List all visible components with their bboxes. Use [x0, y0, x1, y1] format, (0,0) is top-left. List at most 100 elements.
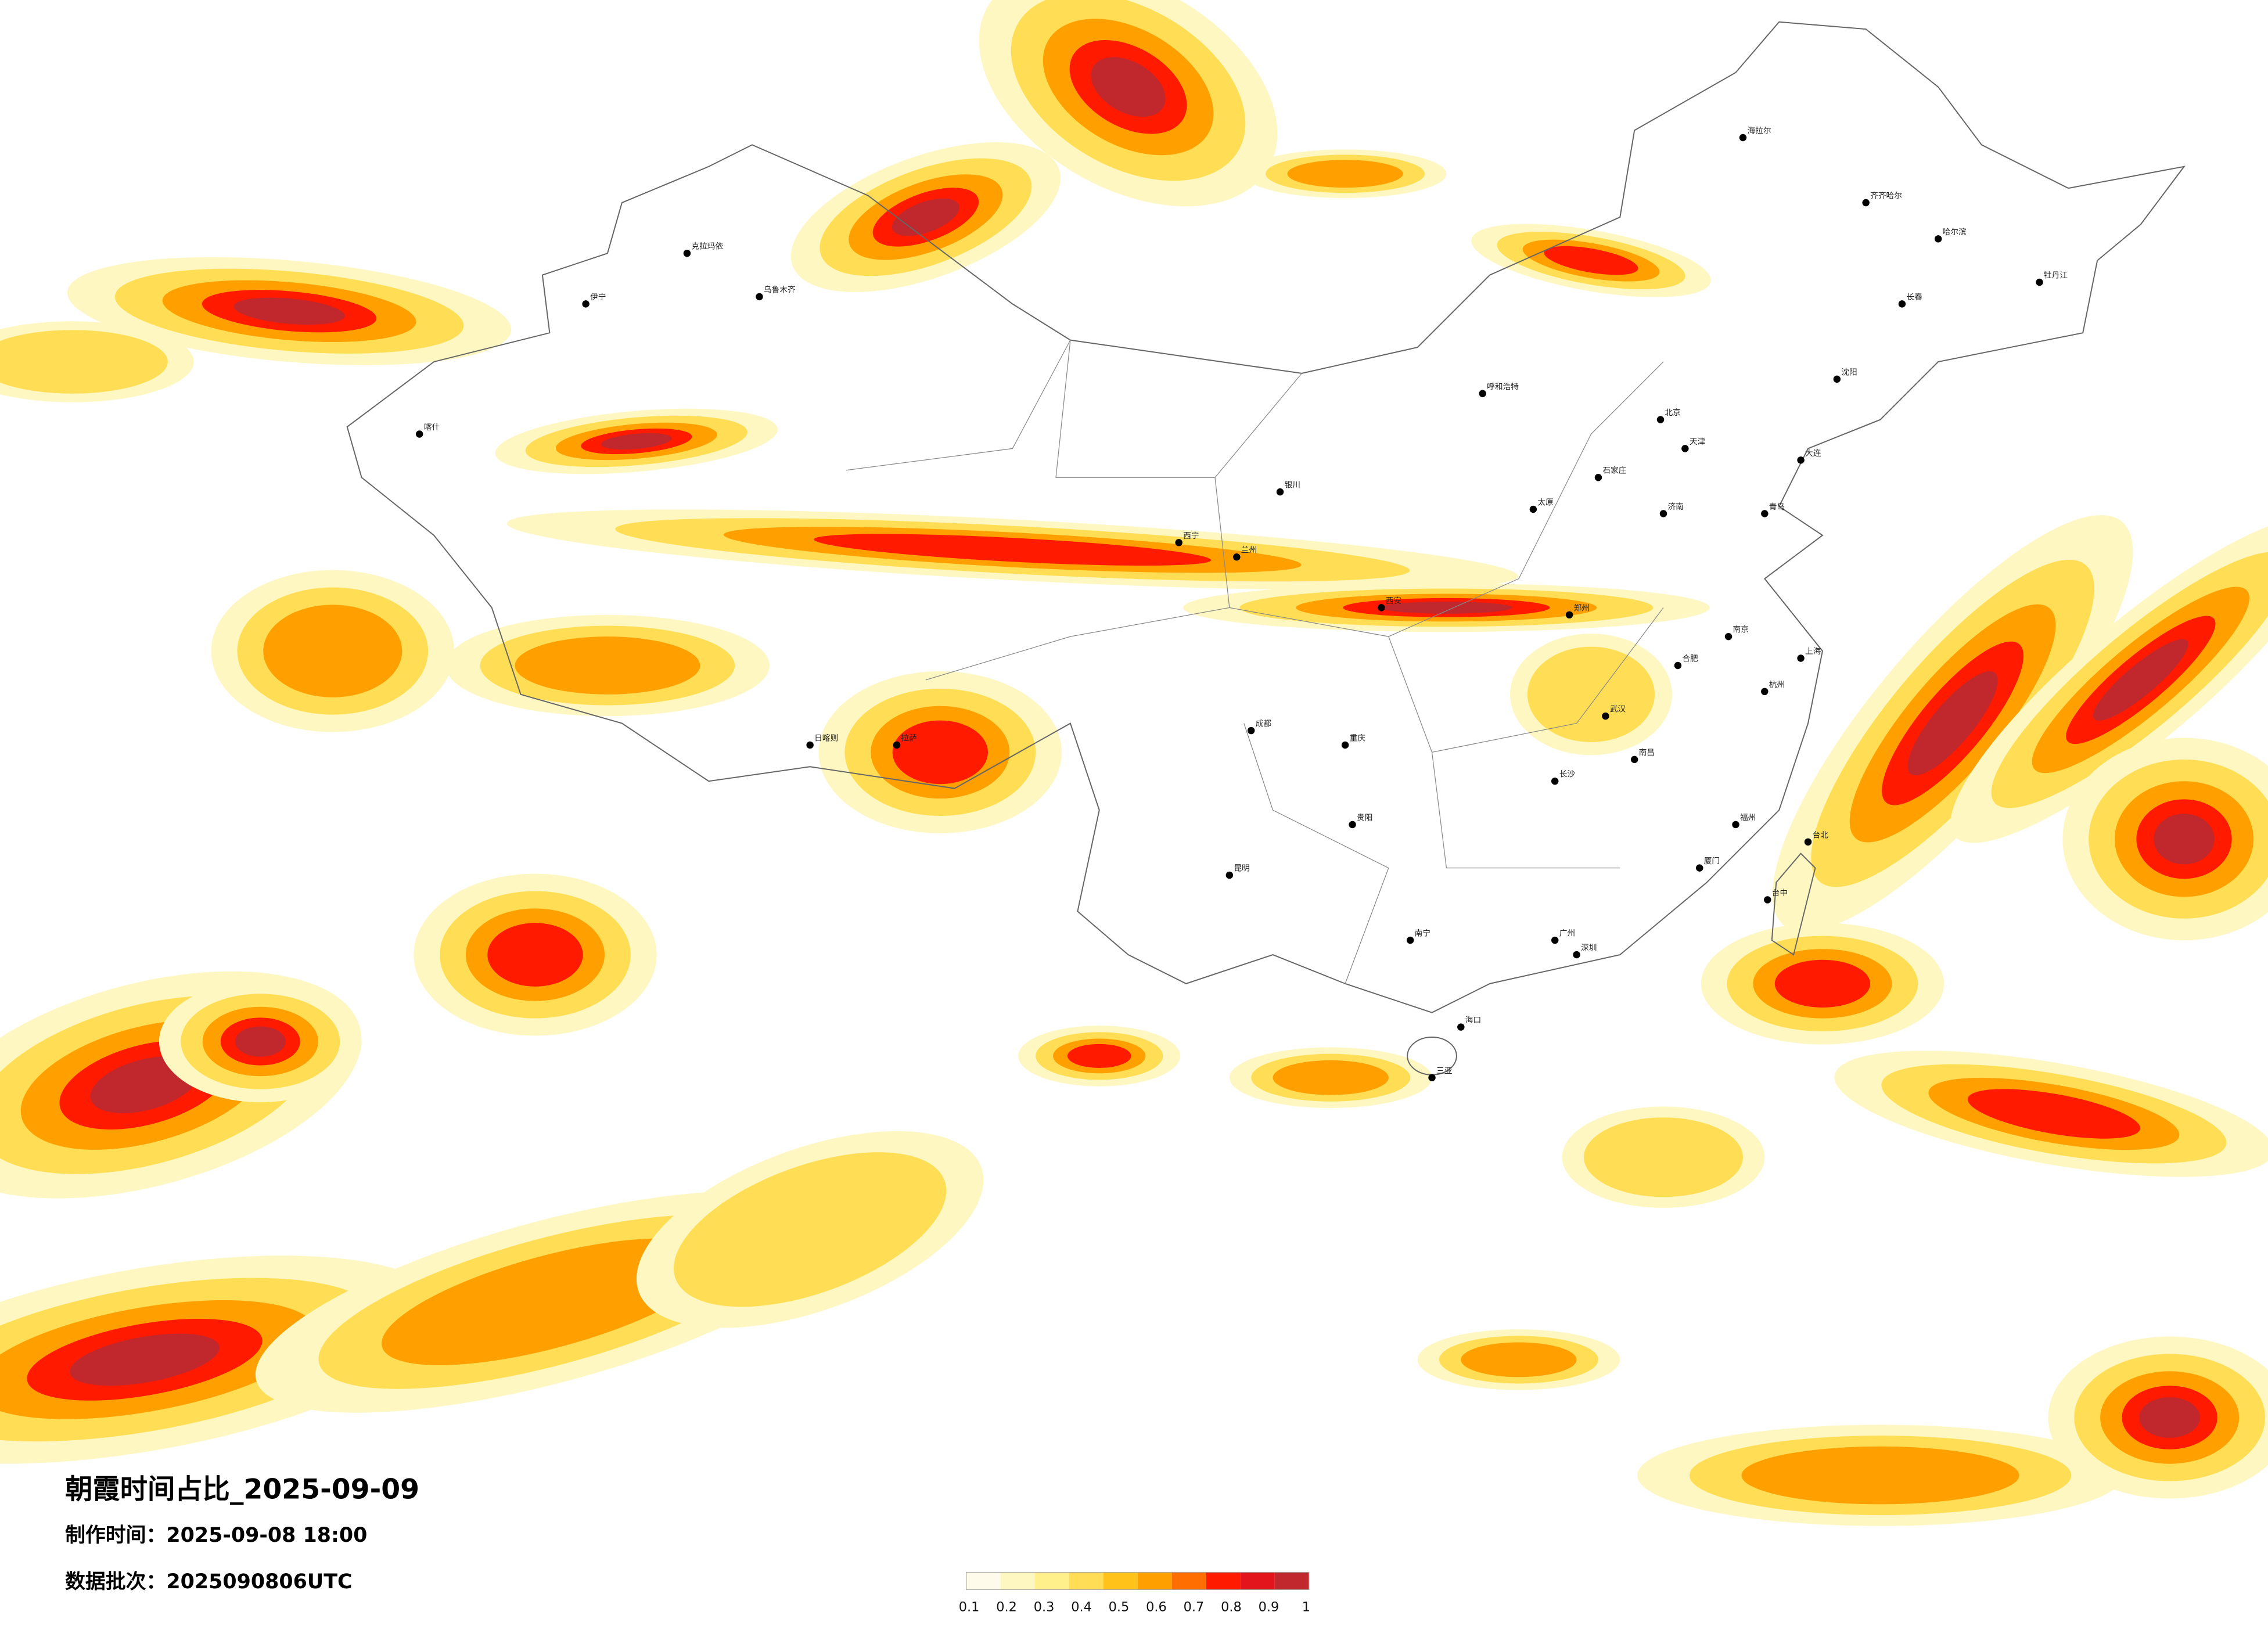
- city-label: 合肥: [1682, 654, 1698, 664]
- cloud-blob: [1091, 57, 1166, 117]
- city-label: 广州: [1559, 929, 1575, 938]
- province-border: [846, 340, 1664, 984]
- city-dot: [1247, 726, 1255, 735]
- city-label: 重庆: [1350, 733, 1366, 743]
- colorbar-tick-label: 0.9: [1259, 1600, 1279, 1615]
- city-dot: [1479, 390, 1486, 398]
- cloud-blob: [814, 534, 1212, 566]
- city-label: 拉萨: [901, 733, 917, 743]
- city-dot: [1862, 199, 1870, 207]
- cloud-blob: [2139, 1397, 2200, 1438]
- cloud-blob: [0, 330, 168, 394]
- cloud-blob: [1287, 160, 1403, 188]
- city-label: 海拉尔: [1747, 126, 1771, 135]
- cloud-blob: [1741, 1446, 2019, 1505]
- city-dot: [1551, 936, 1559, 944]
- city-label: 深圳: [1581, 944, 1597, 953]
- city-dot: [1797, 456, 1805, 464]
- city-dot: [893, 741, 901, 749]
- cloud-layer: [0, 0, 2268, 1526]
- cloud-blob: [892, 720, 988, 785]
- city-dot: [1276, 488, 1284, 496]
- city-label: 杭州: [1769, 680, 1785, 689]
- city-dot: [1573, 951, 1580, 959]
- cloud-blob: [601, 433, 672, 450]
- city-label: 银川: [1285, 481, 1300, 490]
- city-label: 大连: [1805, 449, 1821, 458]
- city-label: 喀什: [424, 423, 440, 432]
- colorbar-frame: [965, 1571, 1310, 1590]
- colorbar-swatch: [1000, 1572, 1035, 1590]
- colorbar-tick-label: 0.7: [1184, 1600, 1205, 1615]
- city-dot: [1804, 838, 1812, 846]
- city-dot: [683, 249, 691, 257]
- city-label: 福州: [1740, 813, 1756, 822]
- city-label: 克拉玛依: [691, 242, 723, 251]
- colorbar-tick-label: 0.8: [1221, 1600, 1242, 1615]
- colorbar-tick-label: 0.2: [996, 1600, 1017, 1615]
- city-label: 太原: [1537, 498, 1553, 508]
- city-label: 西宁: [1183, 531, 1199, 541]
- made-time: 制作时间：2025-09-08 18:00: [65, 1524, 367, 1547]
- city-dot: [1457, 1023, 1465, 1031]
- city-dot: [1681, 445, 1689, 452]
- city-dot: [1934, 235, 1942, 243]
- city-label: 牡丹江: [2044, 271, 2068, 280]
- city-dot: [1659, 510, 1667, 517]
- colorbar-swatch: [966, 1572, 1001, 1590]
- city-label: 上海: [1805, 647, 1821, 656]
- city-label: 台中: [1772, 888, 1788, 898]
- cloud-blob: [2093, 639, 2188, 721]
- city-dot: [1797, 654, 1805, 662]
- city-label: 南宁: [1415, 929, 1430, 938]
- data-batch: 数据批次：2025090806UTC: [65, 1570, 353, 1593]
- city-dot: [1898, 300, 1906, 308]
- city-label: 北京: [1665, 408, 1680, 418]
- city-label: 日喀则: [814, 733, 838, 743]
- colorbar-swatch: [1171, 1572, 1206, 1590]
- colorbar-swatch: [1206, 1572, 1241, 1590]
- city-label: 昆明: [1234, 864, 1249, 873]
- cloud-blob: [381, 1238, 718, 1365]
- cloud-blob: [1584, 1117, 1743, 1197]
- city-label: 厦门: [1704, 857, 1720, 866]
- city-dot: [1406, 936, 1414, 944]
- city-label: 伊宁: [590, 292, 606, 302]
- city-label: 贵阳: [1357, 813, 1372, 822]
- cloud-blob: [1461, 1342, 1577, 1377]
- city-label: 石家庄: [1602, 466, 1626, 476]
- city-label: 乌鲁木齐: [764, 285, 796, 294]
- cloud-blob: [263, 605, 402, 697]
- city-dot: [1764, 896, 1771, 904]
- cloud-blob: [1273, 1060, 1389, 1095]
- city-label: 济南: [1667, 502, 1683, 512]
- cloud-blob: [673, 1152, 947, 1307]
- colorbar-swatch: [1240, 1572, 1275, 1590]
- city-dot: [582, 300, 590, 308]
- city-dot: [1761, 688, 1769, 696]
- city-dot: [1761, 510, 1769, 517]
- city-label: 兰州: [1241, 546, 1257, 555]
- cloud-blob: [1967, 1089, 2140, 1139]
- cloud-blob: [1907, 671, 1998, 776]
- city-label: 呼和浩特: [1487, 382, 1519, 391]
- city-dot: [1739, 134, 1747, 142]
- colorbar-swatch: [1069, 1572, 1104, 1590]
- cloud-blob: [515, 636, 700, 695]
- city-label: 青岛: [1769, 502, 1785, 512]
- island-border: [1771, 852, 1816, 956]
- title: 朝霞时间占比_2025-09-09: [65, 1473, 419, 1505]
- colorbar-tick-label: 0.4: [1071, 1600, 1092, 1615]
- city-label: 成都: [1256, 720, 1272, 729]
- colorbar-tick-label: 0.5: [1109, 1600, 1130, 1615]
- cloud-blob: [1527, 646, 1655, 742]
- city-label: 齐齐哈尔: [1870, 192, 1902, 201]
- city-dot: [1732, 821, 1739, 829]
- city-dot: [2036, 278, 2043, 286]
- colorbar-swatch: [1137, 1572, 1172, 1590]
- city-dot: [1175, 539, 1182, 546]
- colorbar-swatch: [1034, 1572, 1069, 1590]
- city-dot: [1724, 632, 1733, 641]
- colorbar-tick-label: 0.3: [1034, 1600, 1055, 1615]
- city-dot: [1233, 553, 1241, 561]
